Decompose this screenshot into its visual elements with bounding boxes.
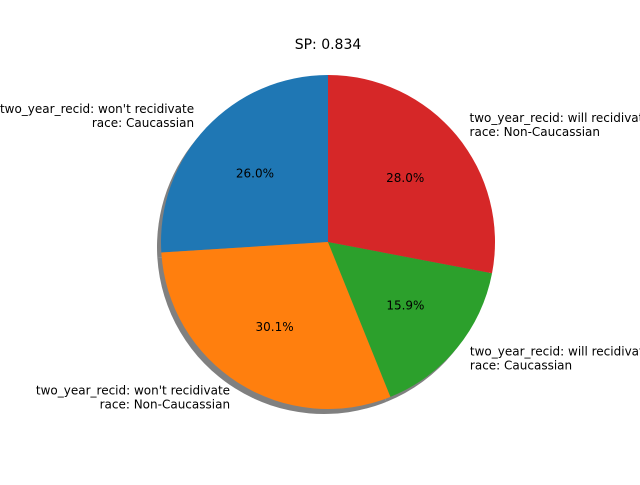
pie-slice-label-line: race: Caucassian [470,359,572,373]
pie-slice-0 [160,75,328,253]
pie-slice-label-line: two_year_recid: won't recidivate [36,383,230,397]
pie-slice-label-line: two_year_recid: will recidivate [470,345,640,359]
pie-slice-label-line: two_year_recid: won't recidivate [0,102,194,116]
pie-pct-label-1: 30.1% [256,320,294,334]
pie-slice-1 [161,242,391,410]
pie-pct-label-0: 26.0% [236,166,274,180]
pie-slices [160,75,495,410]
pie-pct-label-3: 28.0% [386,171,424,185]
pie-labels: 26.0%two_year_recid: won't recidivate rac… [0,102,640,411]
pie-pct-label-2: 15.9% [386,299,424,313]
pie-slice-2 [328,242,493,397]
pie-slice-3 [328,75,495,274]
pie-slice-label-line: race: Non-Caucassian [470,125,600,139]
pie-slice-label-1: two_year_recid: won't recidivate race: No… [36,383,230,411]
pie-slice-label-line: two_year_recid: will recidivate [470,111,640,125]
pie-slice-label-line: race: Non-Caucassian [100,397,230,411]
pie-slice-label-0: two_year_recid: won't recidivate race: Ca… [0,102,194,130]
pie-slice-label-2: two_year_recid: will recidivate race: Cau… [470,345,640,373]
pie-slice-label-3: two_year_recid: will recidivate race: Non… [470,111,640,139]
pie-slice-label-line: race: Caucassian [92,116,194,130]
chart-title: SP: 0.834 [295,37,362,53]
